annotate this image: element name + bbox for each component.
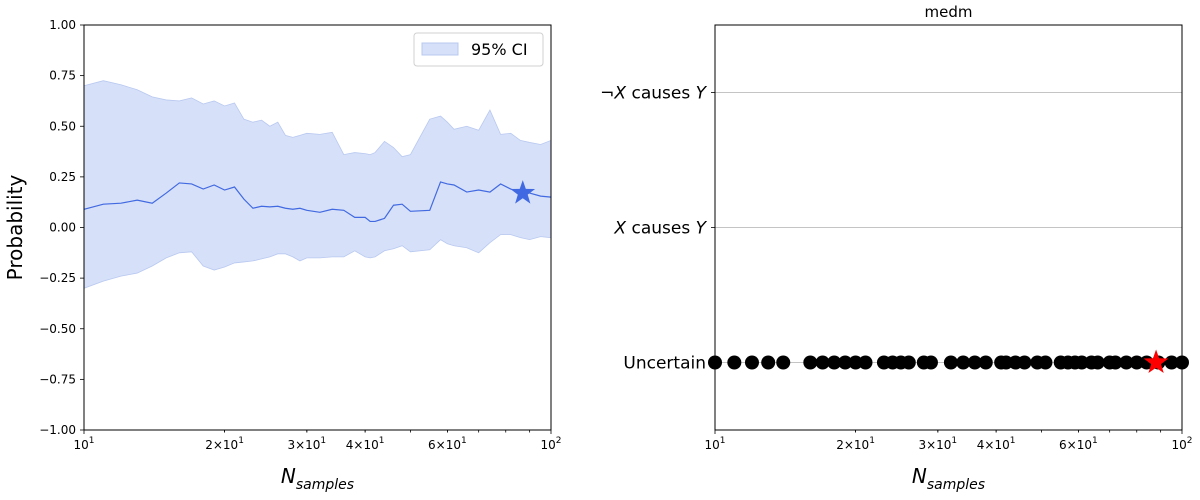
final-decision-star <box>1143 349 1169 374</box>
decision-point <box>1119 355 1134 370</box>
decision-point <box>776 355 791 370</box>
final-estimate-star <box>510 180 536 204</box>
causal-direction-chart: medm ¬X causes Y X causes Y Uncertain 101 2… <box>600 3 1192 493</box>
decision-point <box>943 355 958 370</box>
decision-point <box>838 355 853 370</box>
left-x-tick-label: 3×101 <box>287 436 326 452</box>
decision-point <box>978 355 993 370</box>
confidence-band <box>83 80 552 289</box>
decision-point <box>744 355 759 370</box>
left-y-tick-label: 0.00 <box>49 221 76 235</box>
right-x-tick-label: 6×101 <box>1059 436 1098 452</box>
decision-point <box>858 355 873 370</box>
decision-point <box>1129 355 1144 370</box>
category-label: ¬X causes Y <box>600 84 707 104</box>
right-x-tick-label: 101 <box>704 436 725 452</box>
left-y-ticks: 1.00 0.75 0.50 0.25 0.00 −0.25 −0.50 −0.75 −1.00 <box>39 18 84 437</box>
left-x-axis-label: Nsamples <box>281 464 354 493</box>
decision-point <box>901 355 916 370</box>
decision-point <box>1017 355 1032 370</box>
left-y-tick-label: 0.75 <box>49 69 76 83</box>
decision-point <box>761 355 776 370</box>
right-x-tick-label: 3×101 <box>918 436 957 452</box>
right-gridlines <box>715 92 1182 363</box>
right-category-labels: ¬X causes Y X causes Y Uncertain <box>600 84 715 374</box>
left-x-tick-label: 101 <box>73 436 94 452</box>
category-label: Uncertain <box>623 354 706 374</box>
decision-point <box>803 355 818 370</box>
decision-point <box>727 355 742 370</box>
legend-swatch-ci <box>421 42 459 56</box>
right-x-axis-label: Nsamples <box>912 464 985 493</box>
decision-point <box>827 355 842 370</box>
legend-entry-ci: 95% CI <box>471 40 528 59</box>
decision-point <box>1074 355 1089 370</box>
decision-points <box>708 355 1189 370</box>
left-y-axis-label: Probability <box>3 174 27 280</box>
decision-point <box>1108 355 1123 370</box>
left-x-tick-label: 2×101 <box>205 436 244 452</box>
decision-point <box>815 355 830 370</box>
left-y-tick-label: 0.50 <box>49 119 76 133</box>
right-chart-title: medm <box>925 3 973 21</box>
left-x-tick-label: 6×101 <box>428 436 467 452</box>
decision-point <box>956 355 971 370</box>
left-x-ticks: 101 2×101 3×101 4×101 6×101 102 <box>73 430 562 452</box>
decision-point <box>1164 355 1179 370</box>
left-y-tick-label: 1.00 <box>49 18 76 32</box>
decision-point <box>1090 355 1105 370</box>
left-x-tick-label: 4×101 <box>346 436 385 452</box>
decision-point <box>848 355 863 370</box>
left-y-tick-label: −0.50 <box>39 322 76 336</box>
mean-probability-line <box>83 181 552 223</box>
decision-point <box>967 355 982 370</box>
right-x-tick-label: 4×101 <box>977 436 1016 452</box>
left-y-tick-label: −0.75 <box>39 372 76 386</box>
legend: 95% CI <box>413 32 544 67</box>
legend-box <box>413 32 544 67</box>
left-x-tick-label: 102 <box>540 436 561 452</box>
left-y-tick-label: −1.00 <box>39 423 76 437</box>
decision-point <box>1038 355 1053 370</box>
category-label: X causes Y <box>613 219 707 239</box>
probability-chart: 1.00 0.75 0.50 0.25 0.00 −0.25 −0.50 −0.75 −1.00… <box>3 18 562 493</box>
decision-point <box>923 355 938 370</box>
left-y-tick-label: −0.25 <box>39 271 76 285</box>
right-x-tick-label: 2×101 <box>836 436 875 452</box>
right-x-tick-label: 102 <box>1171 436 1192 452</box>
left-y-tick-label: 0.25 <box>49 170 76 184</box>
right-x-ticks: 101 2×101 3×101 4×101 6×101 102 <box>704 430 1193 452</box>
